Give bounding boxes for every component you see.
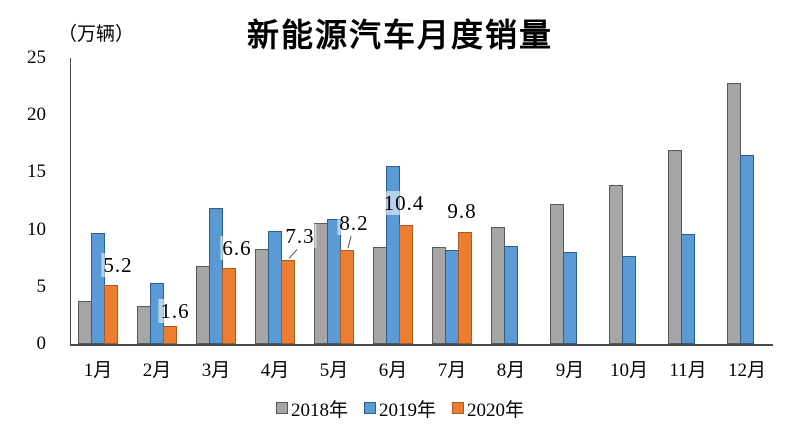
bar-2020年-3月 xyxy=(222,268,236,344)
data-label-8.2: 8.2 xyxy=(337,211,371,236)
bar-2018年-4月 xyxy=(255,249,269,344)
bar-2018年-6月 xyxy=(373,246,387,344)
data-label-9.8: 9.8 xyxy=(445,198,479,223)
legend-label-2018: 2018年 xyxy=(290,399,348,421)
legend-swatch-2019 xyxy=(363,402,376,414)
y-tick-15: 15 xyxy=(27,161,46,183)
bar-2020年-2月 xyxy=(163,325,177,344)
x-label-9月: 9月 xyxy=(555,360,585,381)
x-label-7月: 7月 xyxy=(437,360,467,381)
x-label-1月: 1月 xyxy=(83,360,113,381)
x-label-11月: 11月 xyxy=(669,360,707,381)
bar-2020年-4月 xyxy=(281,260,295,344)
legend-swatch-2018 xyxy=(275,402,288,414)
data-label-7.3: 7.3 xyxy=(283,224,317,249)
legend-label-2020: 2020年 xyxy=(467,399,525,421)
bar-2018年-12月 xyxy=(727,83,741,344)
y-tick-25: 25 xyxy=(27,47,46,68)
legend-item-2020: 2020年 xyxy=(452,395,524,422)
legend-item-2019: 2019年 xyxy=(363,395,436,422)
bar-2020年-6月 xyxy=(399,225,413,344)
data-label-6.6: 6.6 xyxy=(220,236,254,261)
legend-item-2018: 2018年 xyxy=(275,395,348,422)
x-label-2月: 2月 xyxy=(142,360,172,381)
bar-2018年-3月 xyxy=(196,266,210,344)
bar-2019年-9月 xyxy=(563,252,577,344)
bar-2018年-7月 xyxy=(432,246,446,344)
x-label-5月: 5月 xyxy=(319,360,349,381)
y-tick-5: 5 xyxy=(36,275,47,297)
y-axis-unit-label: （万辆） xyxy=(58,24,135,45)
chart-title: 新能源汽车月度销量 xyxy=(246,17,553,53)
bar-2019年-12月 xyxy=(740,155,754,344)
y-tick-10: 10 xyxy=(27,218,46,240)
bar-2019年-3月 xyxy=(209,207,223,344)
bar-2018年-10月 xyxy=(609,184,623,344)
x-label-12月: 12月 xyxy=(727,360,766,381)
bar-2019年-10月 xyxy=(622,255,636,344)
y-tick-20: 20 xyxy=(27,104,46,126)
data-label-10.4: 10.4 xyxy=(381,191,427,216)
bar-2019年-11月 xyxy=(681,234,695,344)
x-label-10月: 10月 xyxy=(609,360,648,381)
legend-swatch-2020 xyxy=(452,402,464,414)
x-label-8月: 8月 xyxy=(496,360,526,381)
y-tick-0: 0 xyxy=(36,333,47,354)
legend-label-2019: 2019年 xyxy=(378,399,436,421)
bar-2019年-7月 xyxy=(445,250,459,344)
bar-2018年-8月 xyxy=(491,227,505,344)
bar-2019年-4月 xyxy=(268,230,282,344)
data-label-5.2: 5.2 xyxy=(101,252,135,277)
data-label-1.6: 1.6 xyxy=(158,298,192,323)
bar-2020年-1月 xyxy=(104,284,118,344)
bar-2019年-8月 xyxy=(504,245,518,344)
bar-2019年-5月 xyxy=(327,219,341,344)
legend: 2018年 2019年 2020年 xyxy=(0,395,800,421)
x-label-4月: 4月 xyxy=(260,360,290,381)
x-label-3月: 3月 xyxy=(201,360,231,381)
bar-2019年-1月 xyxy=(91,233,105,344)
bar-2018年-9月 xyxy=(550,204,564,344)
plot-area xyxy=(70,58,773,346)
bar-2020年-5月 xyxy=(340,250,354,344)
bar-2020年-7月 xyxy=(458,231,472,344)
x-label-6月: 6月 xyxy=(378,360,408,381)
bar-2018年-11月 xyxy=(668,149,682,344)
bar-2018年-2月 xyxy=(137,306,151,344)
bar-2018年-1月 xyxy=(78,300,92,344)
